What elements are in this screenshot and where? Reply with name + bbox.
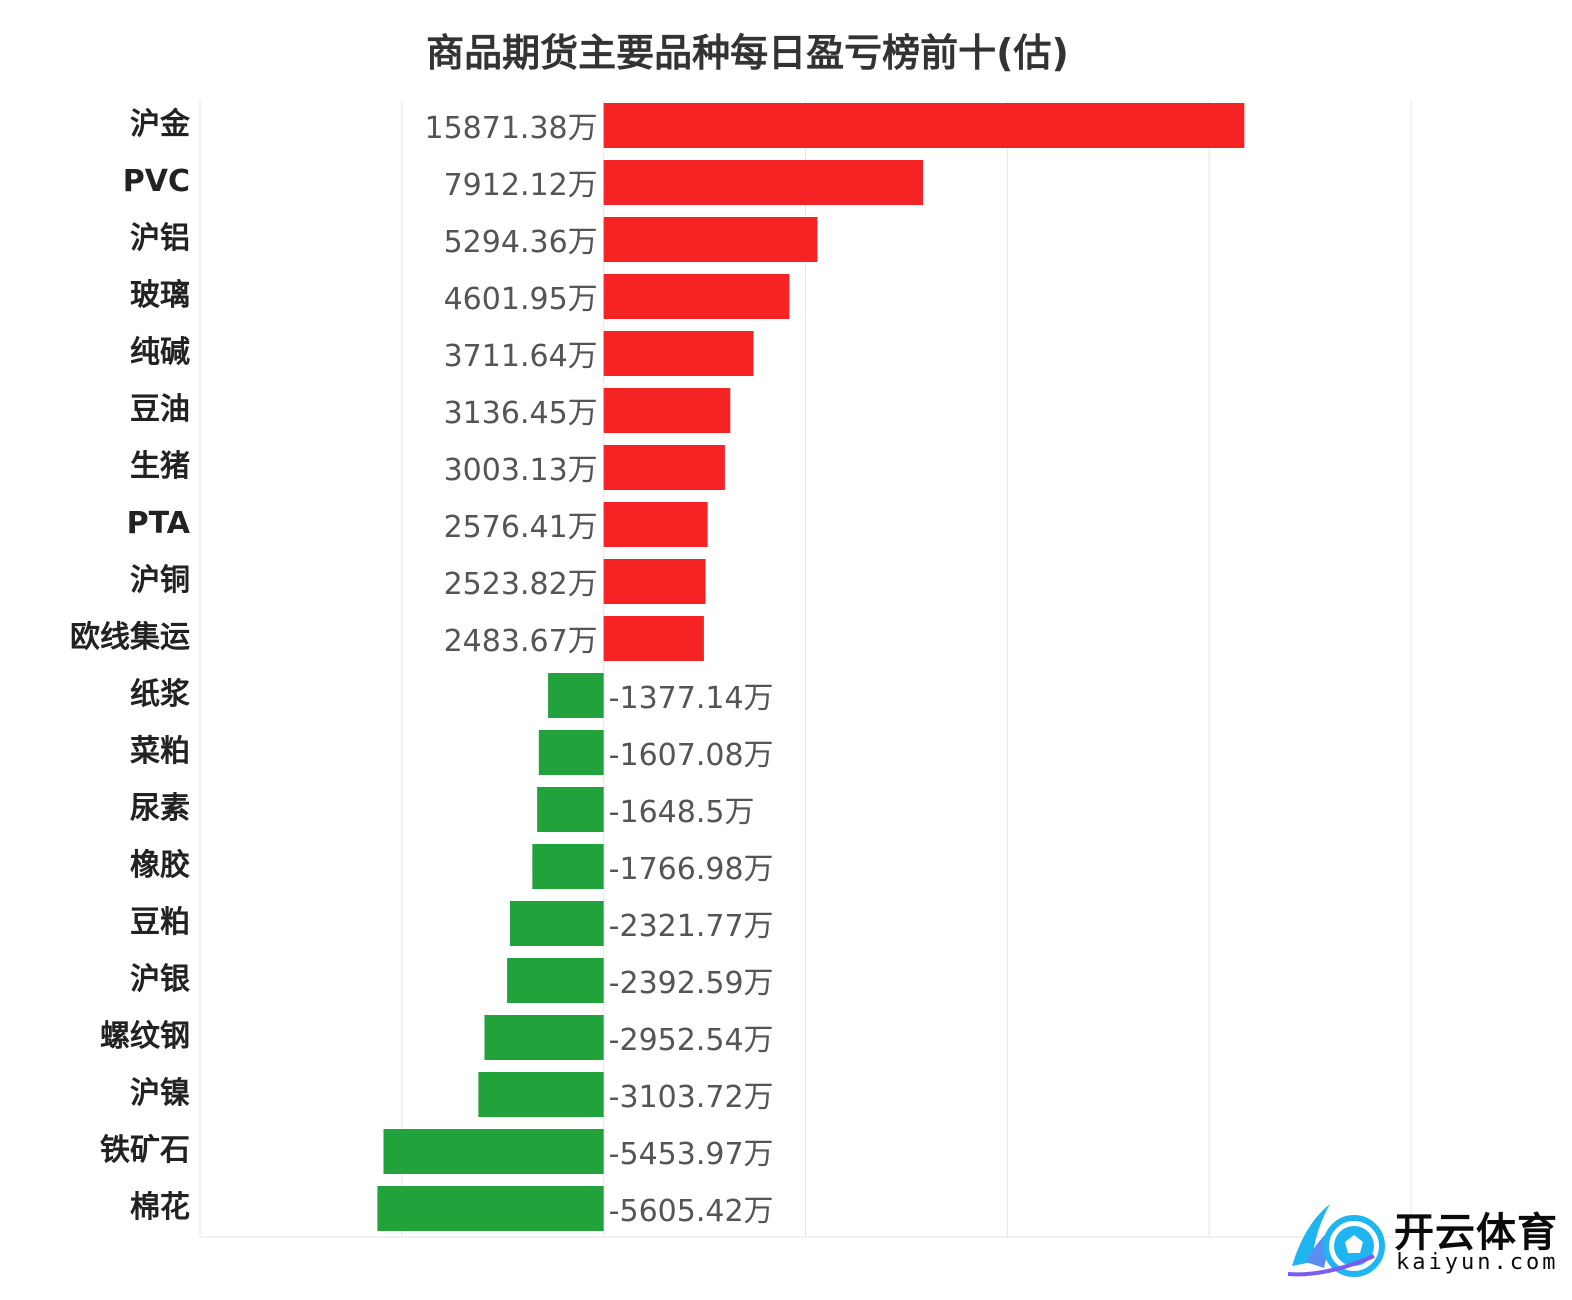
data-label: 3711.64万 [444, 339, 598, 374]
bar [603, 445, 725, 490]
category-label: 豆粕 [130, 905, 190, 940]
data-label: 5294.36万 [444, 225, 598, 260]
bar [509, 901, 604, 946]
category-label: 铁矿石 [100, 1133, 190, 1168]
bar [377, 1186, 604, 1231]
category-label: PVC [123, 164, 190, 199]
data-label: -1377.14万 [609, 681, 774, 716]
bar [548, 673, 604, 718]
category-label: 玻璃 [130, 278, 190, 313]
bar [603, 103, 1245, 148]
bar [603, 274, 790, 319]
data-label: -3103.72万 [609, 1080, 774, 1115]
data-label: -5453.97万 [609, 1137, 774, 1172]
bar [603, 331, 754, 376]
watermark-brand-en: kaiyun.com [1396, 1250, 1559, 1275]
category-label: 欧线集运 [70, 620, 190, 655]
data-label: -2392.59万 [609, 966, 774, 1001]
bar [507, 958, 604, 1003]
category-label: 沪铝 [130, 221, 190, 256]
data-label: 2523.82万 [444, 567, 598, 602]
watermark-brand-cn: 开云体育 [1394, 1210, 1558, 1256]
bars [377, 103, 1245, 1231]
bar [383, 1129, 604, 1174]
category-label: 纯碱 [130, 335, 190, 370]
bar [484, 1015, 604, 1060]
grid-lines [199, 100, 1412, 1238]
bar [532, 844, 604, 889]
bar [603, 217, 818, 262]
category-label: PTA [127, 506, 191, 541]
category-label: 螺纹钢 [100, 1019, 190, 1054]
data-label: 15871.38万 [425, 111, 598, 146]
category-label: 菜粕 [130, 734, 190, 769]
category-label: 沪镍 [130, 1076, 190, 1111]
bar [603, 616, 704, 661]
data-label: 2483.67万 [444, 624, 598, 659]
data-label: -2952.54万 [609, 1023, 774, 1058]
data-label: 3136.45万 [444, 396, 598, 431]
bar [603, 559, 706, 604]
data-label: 4601.95万 [444, 282, 598, 317]
data-label: 3003.13万 [444, 453, 598, 488]
category-label: 沪铜 [130, 563, 190, 598]
data-label: -1766.98万 [609, 852, 774, 887]
bar [603, 502, 708, 547]
kaiyun-watermark: 开云体育 kaiyun.com [1282, 1196, 1562, 1280]
category-label: 尿素 [130, 791, 190, 826]
kaiyun-soccer-logo-icon [1287, 1204, 1385, 1277]
bar [537, 787, 604, 832]
bar [478, 1072, 604, 1117]
category-label: 棉花 [130, 1190, 190, 1225]
data-label: 7912.12万 [444, 168, 598, 203]
data-label: -1607.08万 [609, 738, 774, 773]
category-label: 沪银 [130, 962, 190, 997]
category-label: 生猪 [130, 449, 190, 484]
bar [538, 730, 604, 775]
bar [603, 160, 924, 205]
category-label: 豆油 [130, 392, 190, 427]
data-label: 2576.41万 [444, 510, 598, 545]
data-label: -1648.5万 [609, 795, 755, 830]
category-label: 沪金 [130, 107, 191, 142]
category-label: 橡胶 [130, 848, 190, 883]
chart-title: 商品期货主要品种每日盈亏榜前十(估) [426, 31, 1069, 75]
data-label: -5605.42万 [609, 1194, 774, 1229]
bar [603, 388, 731, 433]
category-label: 纸浆 [130, 677, 190, 712]
data-label: -2321.77万 [609, 909, 774, 944]
